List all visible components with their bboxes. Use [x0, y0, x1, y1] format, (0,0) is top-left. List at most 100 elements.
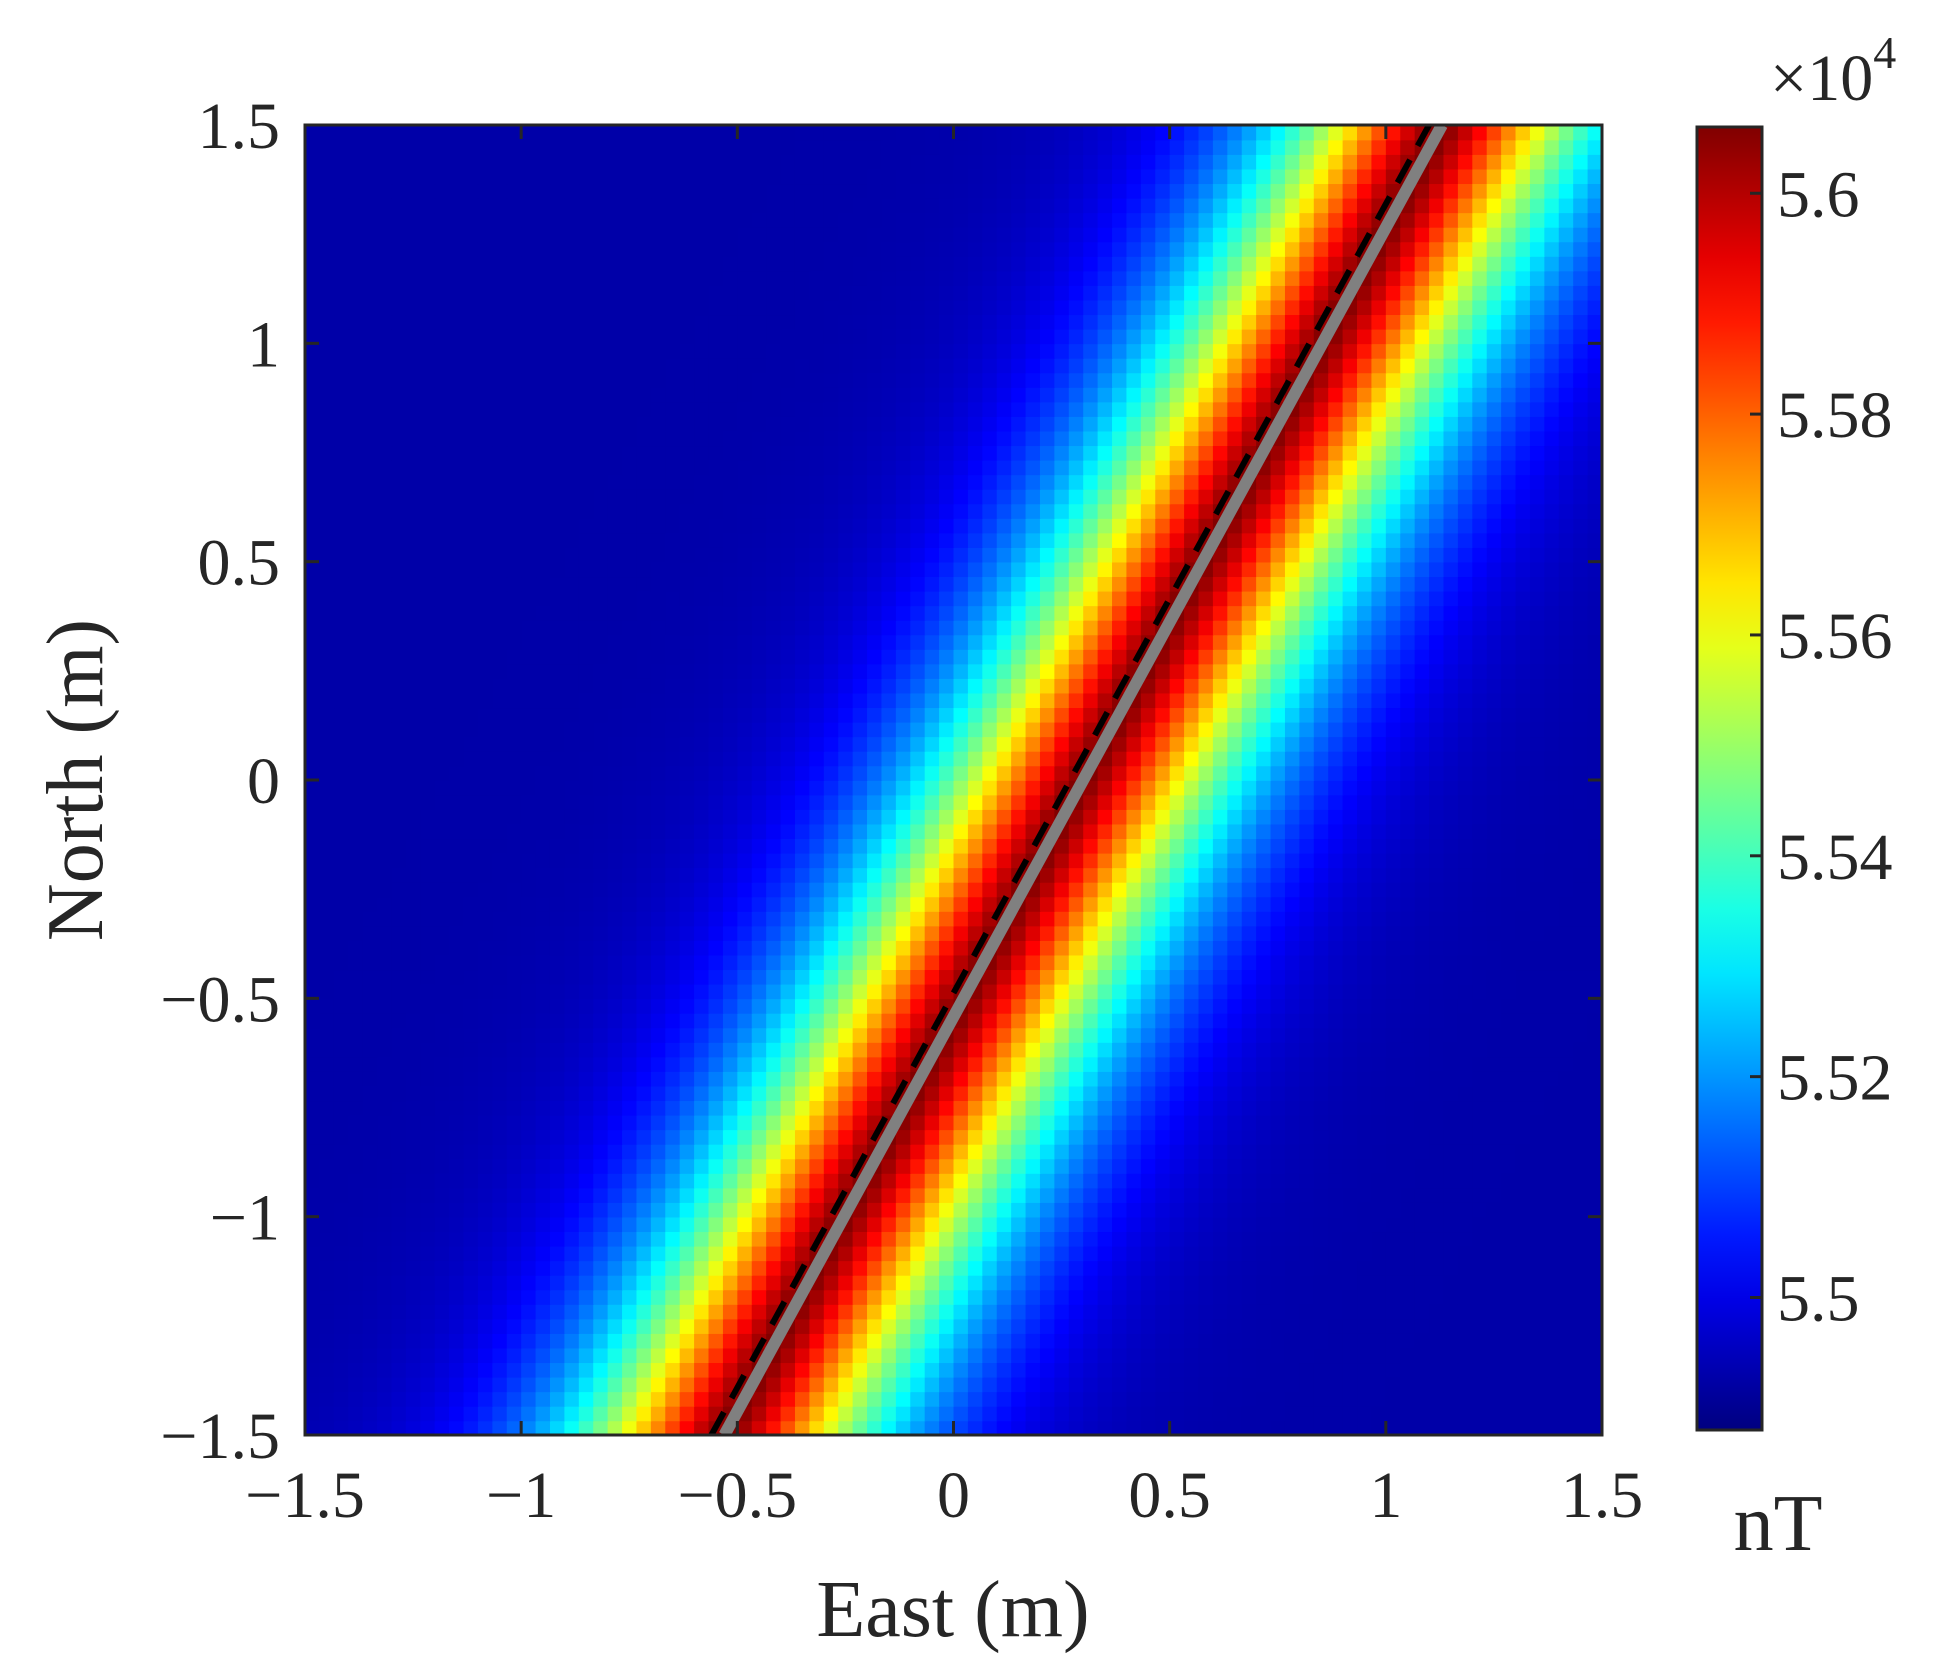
- heatmap-cell: [1184, 998, 1200, 1014]
- heatmap-cell: [564, 1362, 580, 1378]
- heatmap-cell: [1054, 692, 1070, 709]
- heatmap-cell: [809, 1012, 825, 1029]
- heatmap-cell: [1385, 1056, 1402, 1072]
- heatmap-cell: [1357, 1042, 1373, 1058]
- heatmap-cell: [622, 1333, 638, 1349]
- heatmap-cell: [1558, 1100, 1574, 1116]
- heatmap-cell: [420, 1173, 436, 1189]
- heatmap-cell: [1184, 969, 1200, 985]
- heatmap-cell: [1155, 765, 1171, 781]
- heatmap-cell: [996, 1085, 1012, 1102]
- heatmap-cell: [636, 1143, 652, 1160]
- heatmap-cell: [1039, 1202, 1056, 1218]
- heatmap-cell: [1587, 1202, 1602, 1218]
- heatmap-cell: [1457, 1012, 1474, 1029]
- heatmap-cell: [1083, 1085, 1099, 1102]
- heatmap-cell: [622, 1347, 638, 1364]
- heatmap-cell: [679, 1100, 695, 1116]
- heatmap-cell: [650, 1173, 667, 1189]
- heatmap-cell: [1068, 1027, 1084, 1043]
- heatmap-cell: [852, 867, 868, 883]
- heatmap-cell: [1169, 1129, 1185, 1145]
- heatmap-cell: [1385, 1304, 1402, 1320]
- heatmap-cell: [939, 1158, 955, 1174]
- heatmap-cell: [1184, 1362, 1200, 1378]
- heatmap-cell: [1025, 1405, 1041, 1422]
- heatmap-cell: [1529, 765, 1546, 781]
- heatmap-cell: [1126, 867, 1142, 883]
- heatmap-cell: [708, 1274, 724, 1291]
- heatmap-cell: [463, 1056, 479, 1072]
- heatmap-cell: [1068, 1173, 1084, 1189]
- heatmap-cell: [809, 1318, 825, 1334]
- heatmap-cell: [521, 1158, 537, 1174]
- heatmap-cell: [622, 736, 638, 752]
- heatmap-cell: [1342, 867, 1358, 883]
- heatmap-cell: [1011, 1231, 1027, 1247]
- heatmap-cell: [910, 750, 926, 767]
- heatmap-cell: [1371, 780, 1387, 796]
- heatmap-cell: [1544, 867, 1560, 883]
- heatmap-cell: [362, 1071, 378, 1087]
- heatmap-cell: [477, 1071, 494, 1087]
- heatmap-cell: [449, 765, 465, 781]
- heatmap-cell: [593, 692, 609, 709]
- heatmap-cell: [939, 1318, 955, 1334]
- heatmap-cell: [477, 1202, 494, 1218]
- heatmap-cell: [420, 707, 436, 723]
- heatmap-cell: [1371, 809, 1387, 825]
- heatmap-cell: [1457, 954, 1474, 971]
- heatmap-cell: [694, 881, 710, 898]
- heatmap-cell: [578, 1333, 595, 1349]
- heatmap-cell: [751, 838, 767, 854]
- heatmap-cell: [593, 780, 609, 796]
- heatmap-cell: [1025, 1202, 1041, 1218]
- heatmap-cell: [1429, 663, 1445, 679]
- heatmap-cell: [1558, 1173, 1574, 1189]
- heatmap-cell: [1472, 1012, 1488, 1029]
- heatmap-cell: [1573, 940, 1589, 956]
- heatmap-cell: [1068, 1158, 1084, 1174]
- heatmap-cell: [1068, 1304, 1084, 1320]
- heatmap-cell: [607, 1114, 623, 1131]
- heatmap-cell: [1472, 969, 1488, 985]
- heatmap-cell: [1342, 1173, 1358, 1189]
- heatmap-cell: [492, 1333, 508, 1349]
- heatmap-cell: [1429, 649, 1445, 665]
- heatmap-cell: [1112, 925, 1128, 941]
- heatmap-cell: [1097, 649, 1113, 665]
- heatmap-cell: [1587, 707, 1602, 723]
- heatmap-cell: [1212, 1085, 1229, 1102]
- heatmap-cell: [939, 896, 955, 912]
- heatmap-cell: [910, 619, 926, 636]
- heatmap-cell: [694, 765, 710, 781]
- heatmap-cell: [1270, 1333, 1286, 1349]
- heatmap-cell: [1198, 1245, 1214, 1262]
- heatmap-cell: [564, 1289, 580, 1305]
- heatmap-cell: [535, 1100, 551, 1116]
- heatmap-cell: [737, 823, 753, 840]
- heatmap-cell: [1486, 794, 1502, 810]
- heatmap-cell: [1414, 852, 1430, 869]
- heatmap-cell: [1083, 1274, 1099, 1291]
- heatmap-cell: [1299, 1216, 1315, 1233]
- heatmap-cell: [1328, 1216, 1344, 1233]
- heatmap-cell: [1140, 1347, 1157, 1364]
- heatmap-cell: [895, 925, 912, 941]
- heatmap-cell: [1284, 1405, 1301, 1422]
- heatmap-cell: [1025, 969, 1041, 985]
- heatmap-cell: [650, 1143, 667, 1160]
- heatmap-cell: [1457, 1202, 1474, 1218]
- heatmap-cell: [1357, 1231, 1373, 1247]
- heatmap-cell: [1544, 1085, 1560, 1102]
- heatmap-cell: [333, 881, 350, 898]
- heatmap-cell: [1400, 1420, 1416, 1435]
- heatmap-cell: [1083, 1347, 1099, 1364]
- heatmap-cell: [305, 1245, 321, 1262]
- heatmap-cell: [434, 896, 450, 912]
- heatmap-cell: [967, 1012, 984, 1029]
- heatmap-cell: [319, 707, 335, 723]
- heatmap-cell: [838, 852, 854, 869]
- heatmap-cell: [1270, 881, 1286, 898]
- heatmap-cell: [319, 940, 335, 956]
